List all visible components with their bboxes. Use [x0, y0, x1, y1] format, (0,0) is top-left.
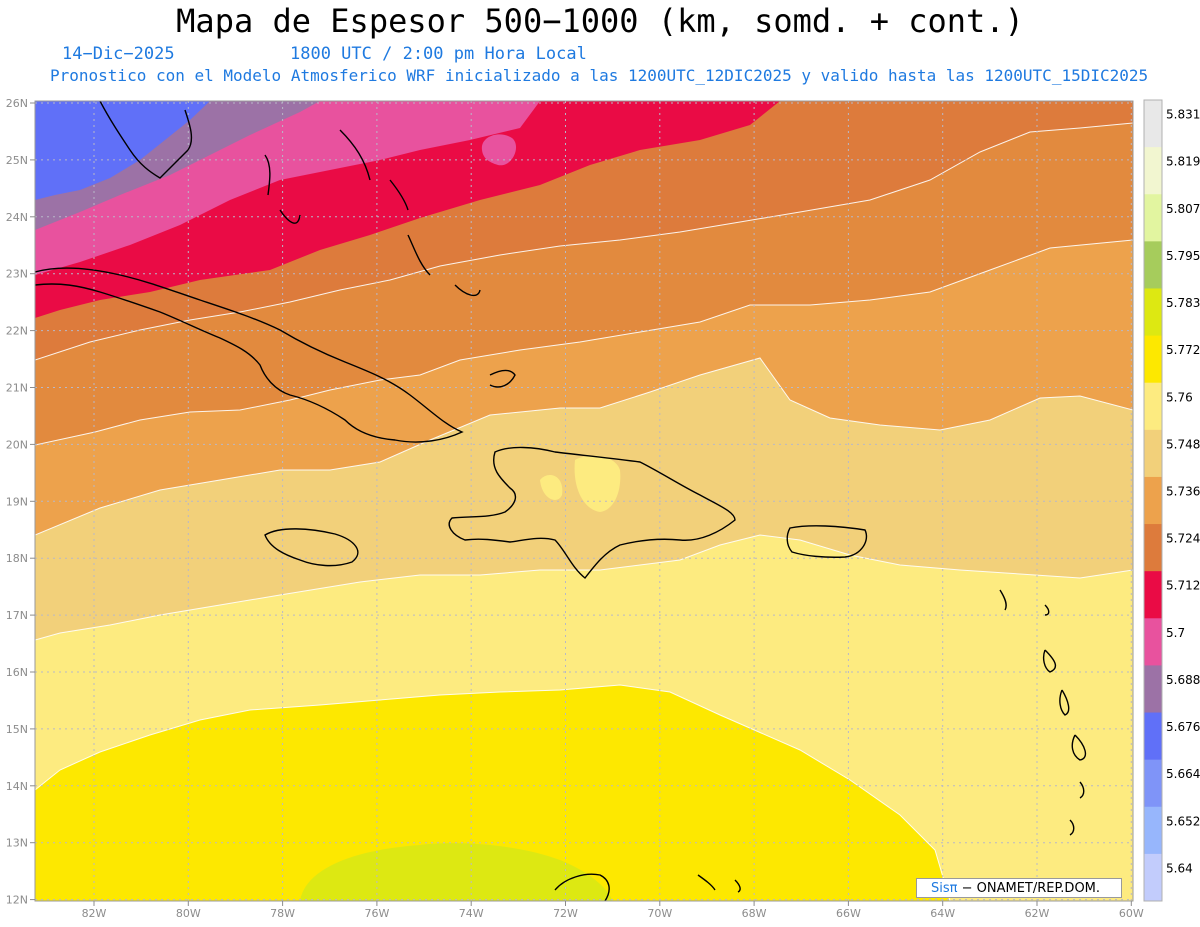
colorbar-swatch [1144, 571, 1162, 619]
colorbar-swatch [1144, 429, 1162, 478]
band-5.664 [35, 101, 210, 200]
lat-label: 15N [6, 723, 28, 736]
colorbar-swatch [1144, 759, 1162, 808]
latitude-labels: 26N 25N 24N 23N 22N 21N 20N 19N 18N 17N 16N 15N 14N 1… [6, 97, 35, 907]
lon-label: 78W [270, 907, 295, 920]
colorbar-swatch [1144, 194, 1162, 242]
colorbar-swatch [1144, 524, 1162, 572]
lon-label: 70W [647, 907, 672, 920]
colorbar-label: 5.783 [1166, 296, 1200, 310]
colorbar-label: 5.64 [1166, 861, 1193, 875]
colorbar-label: 5.712 [1166, 579, 1200, 593]
valid-date: 14−Dic−2025 [62, 44, 175, 64]
colorbar-swatch [1144, 288, 1162, 337]
colorbar-swatch [1144, 335, 1162, 384]
lat-label: 12N [6, 894, 28, 907]
colorbar-label: 5.688 [1166, 673, 1200, 687]
colorbar-swatch [1144, 806, 1162, 855]
lon-label: 80W [176, 907, 201, 920]
colorbar-swatch [1144, 147, 1162, 195]
lon-label: 68W [742, 907, 767, 920]
lat-label: 22N [6, 325, 28, 338]
organization-label: − ONAMET/REP.DOM. [961, 881, 1101, 896]
sispi-logo: Sisπ [931, 881, 958, 896]
lat-lon-grid [35, 101, 1133, 901]
lat-label: 14N [6, 780, 28, 793]
colorbar-label: 5.664 [1166, 767, 1200, 781]
lon-label: 64W [930, 907, 955, 920]
colorbar-swatch [1144, 853, 1162, 902]
colorbar-label: 5.76 [1166, 390, 1193, 404]
south-america-coast [554, 873, 741, 901]
colorbar-label: 5.7 [1166, 626, 1185, 640]
colorbar-swatch [1144, 476, 1162, 525]
lat-label: 26N [6, 97, 28, 110]
colorbar-swatch [1144, 712, 1162, 761]
lat-label: 13N [6, 837, 28, 850]
colorbar-swatch [1144, 241, 1162, 289]
cuba-coast [35, 267, 464, 443]
lon-label: 76W [364, 907, 389, 920]
colorbar-frame [1143, 99, 1163, 902]
colorbar-label: 5.676 [1166, 720, 1200, 734]
band-5.783 [300, 843, 612, 901]
forecast-info: Pronostico con el Modelo Atmosferico WRF… [50, 66, 1149, 85]
lat-label: 16N [6, 666, 28, 679]
lon-label: 74W [459, 907, 484, 920]
longitude-labels: 82W 80W 78W 76W 74W 72W 70W 68W 66W 64W 62W 60W [82, 901, 1144, 920]
colorbar-label: 5.795 [1166, 249, 1200, 263]
bahamas-coast [264, 129, 516, 388]
coastlines [35, 101, 1087, 901]
valid-time: 1800 UTC / 2:00 pm Hora Local [290, 44, 587, 64]
lon-label: 66W [836, 907, 861, 920]
lat-label: 24N [6, 211, 28, 224]
lon-label: 62W [1025, 907, 1050, 920]
lon-label: 72W [553, 907, 578, 920]
hispaniola-coast [448, 446, 736, 579]
credit-box: Sisπ − ONAMET/REP.DOM. [916, 878, 1122, 898]
lat-label: 23N [6, 268, 28, 281]
colorbar-label: 5.807 [1166, 202, 1200, 216]
colorbar-label: 5.736 [1166, 485, 1200, 499]
jamaica-coast [264, 528, 359, 567]
lat-label: 17N [6, 609, 28, 622]
lon-label: 60W [1119, 907, 1144, 920]
lat-label: 18N [6, 552, 28, 565]
band-5.688-patch [481, 134, 517, 166]
puerto-rico-coast [786, 525, 868, 558]
florida-coast [99, 101, 193, 179]
colorbar-swatch [1144, 382, 1162, 431]
lat-label: 19N [6, 495, 28, 508]
colorbar-swatch [1144, 100, 1162, 148]
colorbar-label: 5.819 [1166, 155, 1200, 169]
colorbar-label: 5.772 [1166, 343, 1200, 357]
lat-label: 20N [6, 438, 28, 451]
lon-label: 82W [82, 907, 107, 920]
colorbar-label: 5.831 [1166, 108, 1200, 122]
colorbar-swatch [1144, 618, 1162, 666]
lat-label: 25N [6, 154, 28, 167]
colorbar-label: 5.724 [1166, 532, 1200, 546]
colorbar-label: 5.748 [1166, 437, 1200, 451]
colorbar-swatch [1144, 665, 1162, 714]
colorbar: 5.831 5.819 5.807 5.795 5.783 5.772 5.76 5.748 5… [1143, 99, 1200, 902]
map-title: Mapa de Espesor 500−1000 (km, somd. + co… [176, 2, 1024, 40]
lesser-antilles-coast [999, 589, 1087, 836]
band-5.76-patch [540, 455, 621, 512]
colorbar-label: 5.652 [1166, 814, 1200, 828]
lat-label: 21N [6, 382, 28, 395]
